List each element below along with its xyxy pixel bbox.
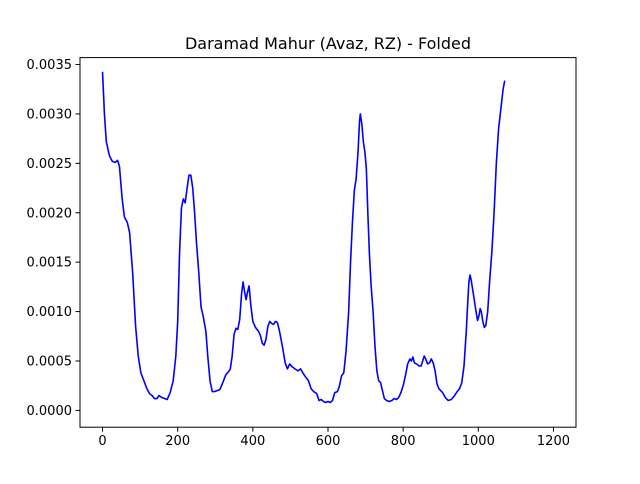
x-axis: 0 200 400 600 800 1000 1200 (98, 427, 570, 449)
x-tick-label: 600 (316, 434, 341, 449)
y-tick-label: 0.0000 (27, 404, 73, 419)
x-tick-label: 200 (165, 434, 190, 449)
y-tick-label: 0.0030 (27, 107, 73, 122)
series-line (101, 71, 506, 404)
chart-title: Daramad Mahur (Avaz, RZ) - Folded (185, 34, 471, 53)
y-tick-label: 0.0025 (27, 157, 73, 172)
x-tick-label: 1200 (537, 434, 570, 449)
plot-area (101, 71, 506, 404)
x-tick-label: 1000 (462, 434, 495, 449)
y-tick-label: 0.0020 (27, 206, 73, 221)
y-tick-label: 0.0035 (27, 58, 73, 73)
x-tick-label: 0 (98, 434, 106, 449)
y-axis: 0.0000 0.0005 0.0010 0.0015 0.0020 0.0025 0.00… (27, 58, 80, 419)
y-tick-label: 0.0015 (27, 256, 73, 271)
y-tick-label: 0.0010 (27, 305, 73, 320)
x-tick-label: 400 (240, 434, 265, 449)
x-tick-label: 800 (391, 434, 416, 449)
y-tick-label: 0.0005 (27, 354, 73, 369)
